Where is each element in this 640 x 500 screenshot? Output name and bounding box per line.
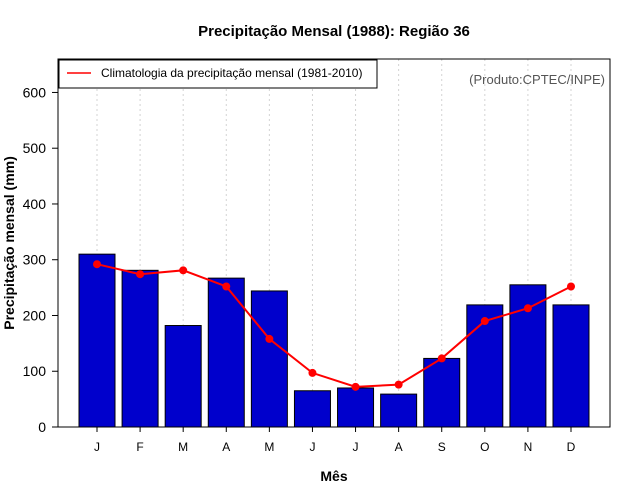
- climatology-series: [93, 260, 575, 391]
- bar-6: [293, 390, 331, 428]
- climatology-point-2: [136, 270, 145, 279]
- x-tick-label: M: [264, 440, 274, 454]
- legend-entry-climatology: Climatologia da precipitação mensal (198…: [101, 66, 362, 80]
- bar-4: [207, 277, 245, 428]
- chart-title: Precipitação Mensal (1988): Região 36: [198, 23, 470, 40]
- climatology-point-12: [567, 282, 575, 291]
- climatology-point-5: [265, 334, 274, 343]
- y-axis: 0 100 200 300 400 500 600: [23, 84, 58, 435]
- climatology-point-6: [308, 368, 317, 377]
- y-axis-label: Precipitação mensal (mm): [1, 156, 17, 330]
- x-tick-label: J: [94, 440, 100, 454]
- x-tick-label: D: [567, 440, 576, 454]
- y-tick-label: 0: [38, 419, 46, 435]
- x-tick-label: O: [480, 440, 489, 454]
- x-axis-label: Mês: [320, 468, 347, 484]
- x-tick-label: A: [222, 440, 230, 454]
- product-credit: (Produto:CPTEC/INPE): [469, 72, 605, 87]
- bar-12: [552, 304, 590, 428]
- bar-8: [380, 393, 418, 428]
- x-tick-label: J: [353, 440, 359, 454]
- climatology-line: [96, 263, 572, 388]
- x-tick-label: F: [136, 440, 143, 454]
- x-tick-label: S: [438, 440, 446, 454]
- y-tick-label: 400: [23, 196, 47, 212]
- bar-7: [337, 387, 375, 428]
- bar-2: [121, 269, 159, 428]
- legend-box: [58, 59, 378, 89]
- climatology-point-1: [93, 260, 101, 269]
- bar-1: [78, 253, 116, 428]
- bar-3: [164, 325, 202, 428]
- y-tick-label: 500: [23, 140, 47, 156]
- bar-9: [423, 357, 461, 428]
- climatology-point-4: [222, 282, 231, 291]
- legend: Climatologia da precipitação mensal (198…: [58, 59, 378, 89]
- x-tick-label: M: [178, 440, 188, 454]
- climatology-point-3: [179, 266, 188, 275]
- y-tick-label: 300: [23, 252, 47, 268]
- climatology-point-9: [437, 354, 446, 363]
- plot-frame: [57, 58, 611, 428]
- y-tick-label: 600: [23, 84, 47, 100]
- climatology-point-7: [351, 382, 360, 391]
- x-tick-label: J: [309, 440, 315, 454]
- climatology-point-10: [480, 317, 489, 326]
- climatology-point-11: [523, 304, 532, 313]
- climatology-point-8: [394, 380, 403, 389]
- y-tick-label: 200: [23, 307, 47, 323]
- y-tick-label: 100: [23, 363, 47, 379]
- x-tick-label: A: [395, 440, 403, 454]
- bar-series: [78, 253, 590, 428]
- bar-5: [250, 290, 288, 428]
- x-tick-label: N: [524, 440, 533, 454]
